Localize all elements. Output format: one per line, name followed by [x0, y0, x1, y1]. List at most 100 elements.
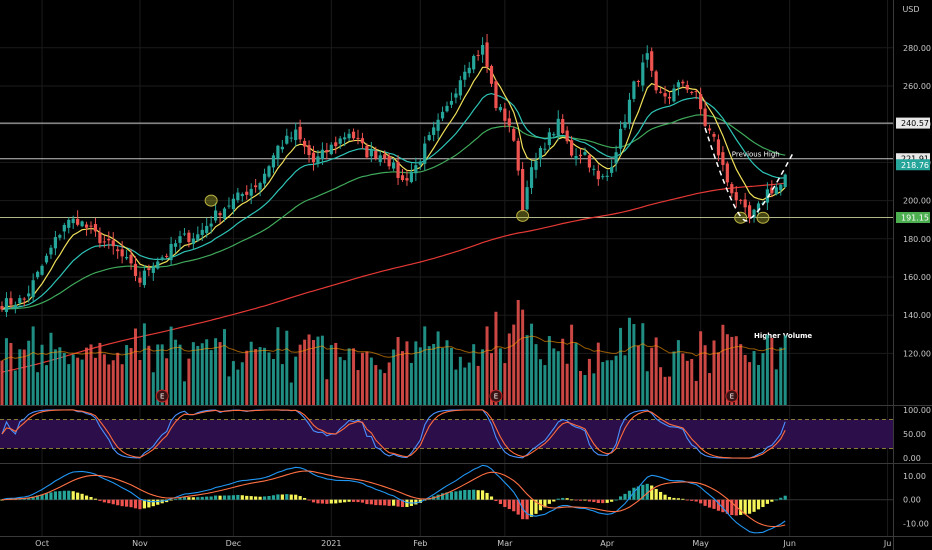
candle-body [574, 156, 578, 160]
volume-bar [360, 352, 364, 405]
volume-bar [538, 359, 542, 405]
macd-histogram-bar [360, 499, 365, 503]
volume-bar [521, 309, 525, 405]
volume-bar [685, 360, 689, 405]
candle-body [67, 219, 71, 228]
candle-body [774, 187, 778, 195]
volume-bar [178, 344, 182, 405]
candle-body [538, 147, 543, 160]
macd-histogram-bar [534, 499, 538, 514]
volume-bar [218, 342, 222, 405]
candle-body [98, 232, 102, 244]
candle-body [521, 168, 525, 211]
candle-body [547, 132, 551, 146]
macd-histogram-bar [703, 499, 707, 506]
macd-histogram-bar [779, 497, 783, 500]
candle-body [618, 128, 623, 149]
volume-bar [779, 347, 783, 405]
time-axis-label: Feb [413, 539, 427, 548]
volume-bar [22, 349, 26, 405]
macd-histogram-bar [743, 499, 747, 515]
candle-body [418, 161, 422, 165]
macd-histogram-bar [27, 497, 31, 500]
macd-histogram-bar [574, 499, 578, 501]
volume-bar [62, 352, 66, 405]
volume-bar [627, 317, 631, 405]
volume-bar [708, 373, 712, 405]
macd-pane [0, 464, 893, 534]
candle-body [578, 154, 583, 157]
macd-histogram-bar [334, 499, 338, 504]
macd-histogram-bar [53, 491, 57, 500]
earnings-marker-circle [155, 389, 169, 403]
time-axis-label: Apr [600, 539, 615, 548]
macd-histogram-bar [307, 499, 311, 501]
volume-bar [579, 370, 582, 405]
volume-bar [712, 340, 716, 405]
volume-bar [294, 356, 298, 405]
volume-bar [129, 348, 133, 405]
macd-histogram-bar [80, 493, 84, 500]
volume-bar [552, 348, 556, 405]
macd-histogram-bar [369, 499, 373, 505]
macd-histogram-bar [102, 499, 106, 503]
macd-histogram-bar [200, 496, 204, 500]
candle-body [165, 255, 169, 257]
volume-bar [498, 348, 502, 405]
volume-bar [134, 328, 137, 405]
candle-body [779, 184, 783, 191]
cup-pattern-curve [704, 127, 795, 222]
macd-histogram-bar [138, 499, 142, 510]
earnings-marker-circle [725, 389, 739, 403]
volume-bar [200, 343, 204, 405]
volume-bar [182, 381, 186, 405]
volume-bar [45, 365, 48, 405]
volume-bar [27, 340, 31, 405]
volume-bar [147, 345, 151, 405]
volume-bar [280, 364, 284, 405]
macd-histogram-bar [205, 496, 209, 500]
candle-body [369, 149, 373, 157]
candle-body [730, 184, 734, 194]
volume-bar [645, 371, 649, 405]
candle-body [147, 268, 151, 271]
candle-body [303, 140, 307, 147]
price-axis-label: 180.00 [903, 235, 931, 244]
macd-histogram-bar [120, 499, 124, 507]
macd-histogram-bar [71, 491, 75, 500]
volume-bar [570, 324, 574, 405]
volume-bar [271, 358, 275, 405]
earnings-marker: E [160, 393, 164, 401]
volume-bar [107, 364, 111, 405]
volume-bar [418, 347, 422, 405]
macd-histogram-bar [614, 499, 618, 501]
macd-histogram-bar [227, 495, 231, 500]
macd-histogram-bar [392, 499, 396, 506]
macd-histogram-bar [596, 499, 600, 504]
volume-bar [650, 347, 654, 405]
volume-bar [409, 362, 413, 405]
candle-body [392, 162, 396, 169]
volume-bar [752, 351, 756, 405]
macd-histogram-bar [93, 498, 98, 500]
volume-bar [312, 340, 315, 405]
macd-histogram-bar [156, 499, 160, 505]
macd-histogram-bar [84, 495, 89, 500]
volume-bar [58, 347, 62, 405]
macd-histogram-bar [214, 495, 218, 500]
macd-histogram-bar [610, 499, 614, 502]
candle-body [614, 152, 618, 164]
volume-bar [574, 343, 578, 405]
candle-body [9, 298, 13, 305]
macd-histogram-bar [67, 490, 71, 500]
candle-body [138, 277, 142, 283]
price-axis-label: 140.00 [903, 311, 931, 320]
macd-histogram-bar [707, 499, 712, 508]
macd-axis-label: -10.00 [903, 519, 929, 528]
candle-body [227, 205, 231, 207]
macd-histogram-bar [320, 499, 324, 504]
candle-body [111, 240, 115, 247]
macd-histogram-bar [245, 495, 249, 500]
low-highlight-circle [204, 194, 218, 207]
candle-body [449, 100, 454, 105]
